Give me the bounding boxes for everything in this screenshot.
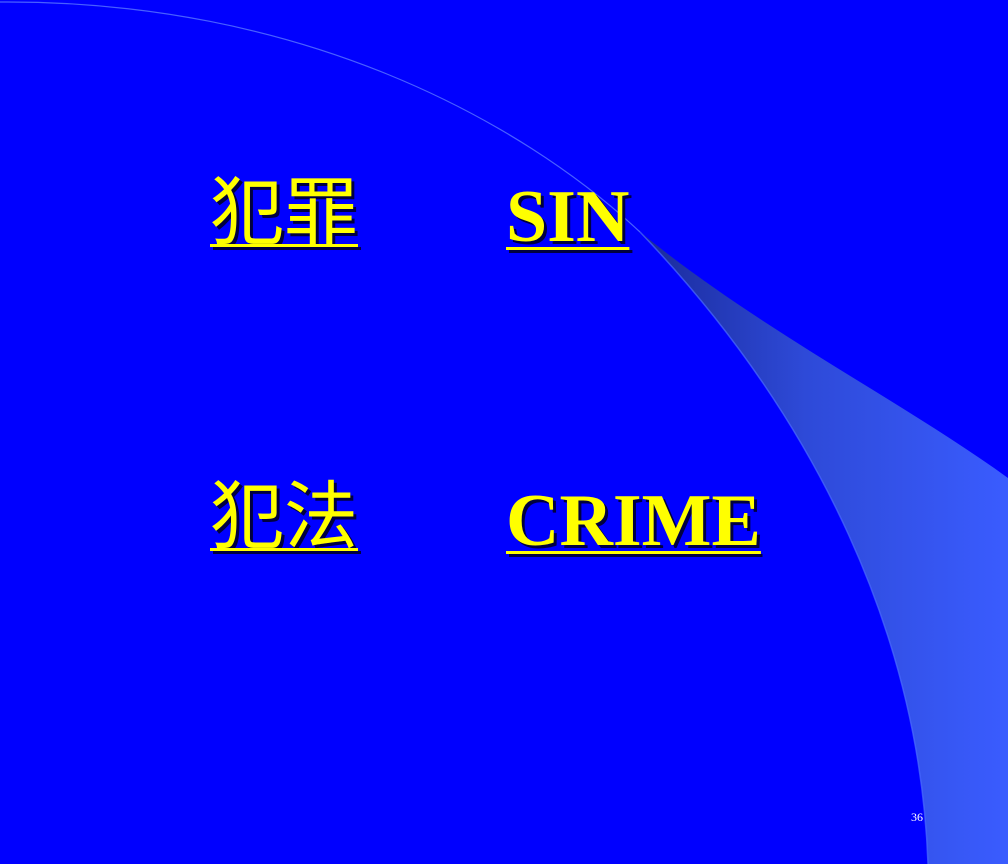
term-chinese-sin[interactable]: 犯罪 <box>210 170 358 256</box>
term-english-crime[interactable]: CRIME <box>506 480 761 562</box>
term-chinese-crime[interactable]: 犯法 <box>210 474 358 560</box>
page-number: 36 <box>911 810 923 824</box>
term-english-sin[interactable]: SIN <box>506 176 630 258</box>
